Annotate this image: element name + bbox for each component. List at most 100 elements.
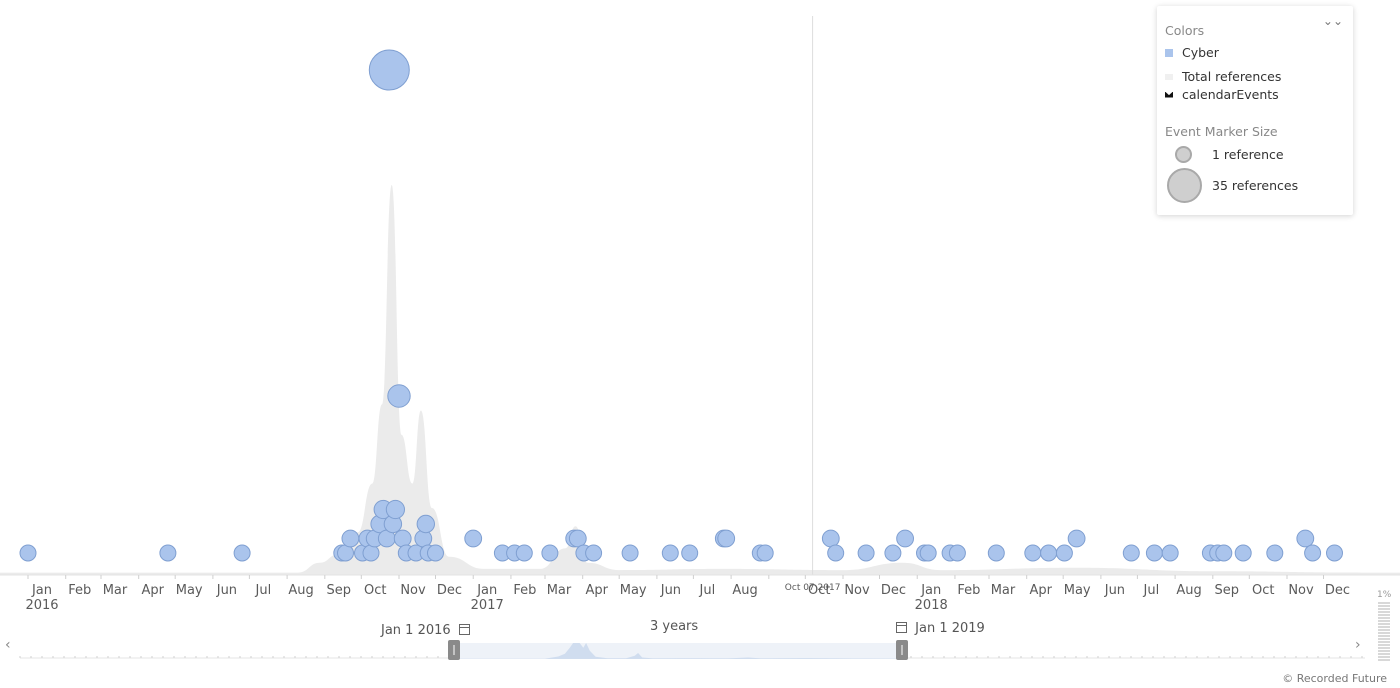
coverage-bar xyxy=(1378,638,1390,640)
x-tick-label-month: Dec xyxy=(437,583,462,598)
cyber-event-marker[interactable] xyxy=(1304,544,1322,562)
x-tick-label-month: Apr xyxy=(1029,583,1052,598)
legend-colors-heading: Colors xyxy=(1165,23,1205,38)
coverage-bars xyxy=(1378,602,1390,661)
x-tick-label-year: 2016 xyxy=(25,598,58,613)
navigator-span-label: 3 years xyxy=(650,619,699,634)
coverage-bar xyxy=(1378,650,1390,652)
legend-item-cyber[interactable]: Cyber xyxy=(1165,45,1219,60)
cyber-event-marker[interactable] xyxy=(681,544,699,562)
cyber-event-marker[interactable] xyxy=(541,544,559,562)
legend-panel: ⌄⌄ Colors Cyber Total references calenda… xyxy=(1157,6,1353,215)
coverage-bar xyxy=(1378,626,1390,628)
cyber-event-marker[interactable] xyxy=(717,529,736,548)
cyber-event-marker[interactable] xyxy=(1122,544,1140,562)
double-chevron-down-icon[interactable]: ⌄⌄ xyxy=(1322,14,1343,28)
cyber-event-marker[interactable] xyxy=(756,544,774,562)
cyber-event-marker[interactable] xyxy=(385,499,405,520)
cyber-event-marker[interactable] xyxy=(393,529,412,548)
cyber-event-marker[interactable] xyxy=(19,544,37,562)
x-tick-label-year: 2017 xyxy=(471,598,504,613)
navigator-end-label[interactable]: Jan 1 2019 xyxy=(896,621,985,636)
coverage-bar xyxy=(1378,641,1390,643)
legend-item-total-references[interactable]: Total references xyxy=(1165,69,1281,84)
navigator-selection[interactable] xyxy=(454,643,902,659)
square-swatch-icon xyxy=(1165,48,1173,57)
cyber-event-marker[interactable] xyxy=(1161,544,1179,562)
coverage-bar xyxy=(1378,659,1390,661)
cyber-event-marker[interactable] xyxy=(233,544,251,562)
x-tick-label-month: Nov xyxy=(1288,583,1314,598)
x-tick-label-year: 2018 xyxy=(915,598,948,613)
cyber-event-marker[interactable] xyxy=(568,529,587,548)
cyber-event-marker[interactable] xyxy=(159,544,177,562)
legend-item-calendar-events[interactable]: calendarEvents xyxy=(1165,87,1279,102)
cyber-event-marker[interactable] xyxy=(337,544,354,562)
cyber-event-marker[interactable] xyxy=(661,544,679,562)
cyber-event-marker[interactable] xyxy=(1024,544,1042,562)
x-tick-label-month: Oct xyxy=(364,583,386,598)
coverage-bar xyxy=(1378,629,1390,631)
legend-item-label: Total references xyxy=(1182,69,1282,84)
cyber-event-marker[interactable] xyxy=(1055,544,1073,562)
cyber-event-marker[interactable] xyxy=(515,544,533,562)
x-tick-label-month: Oct xyxy=(808,583,830,598)
cyber-event-marker[interactable] xyxy=(585,544,603,562)
x-tick-label-month: May xyxy=(176,583,203,598)
cyber-event-marker[interactable] xyxy=(1326,544,1343,562)
cyber-event-marker[interactable] xyxy=(827,544,845,562)
cyber-event-markers[interactable] xyxy=(19,49,1343,562)
cyber-event-marker[interactable] xyxy=(948,544,966,562)
cyber-event-marker[interactable] xyxy=(987,544,1005,562)
scroll-right-arrow[interactable]: › xyxy=(1355,637,1361,653)
x-tick-label-month: Sep xyxy=(1215,583,1240,598)
scroll-left-arrow[interactable]: ‹ xyxy=(5,637,11,653)
cyber-event-marker[interactable] xyxy=(1145,544,1163,562)
cyber-event-marker[interactable] xyxy=(621,544,639,562)
x-tick-label-month: Dec xyxy=(1325,583,1350,598)
legend-item-label: Cyber xyxy=(1182,45,1219,60)
x-tick-label-month: May xyxy=(620,583,647,598)
x-tick-label-month: Mar xyxy=(103,583,128,598)
coverage-percent-label: 1% xyxy=(1377,590,1392,600)
x-tick-label-month: Jan xyxy=(31,583,52,598)
x-tick-label-month: Jul xyxy=(699,583,716,598)
cyber-event-marker[interactable] xyxy=(884,544,902,562)
cyber-event-marker[interactable] xyxy=(362,544,380,562)
cyber-event-marker[interactable] xyxy=(919,544,937,562)
cyber-event-marker[interactable] xyxy=(896,529,914,548)
cyber-event-marker[interactable] xyxy=(1266,544,1284,562)
start-date-text: Jan 1 2016 xyxy=(381,623,451,638)
x-tick-label-month: Sep xyxy=(327,583,352,598)
cyber-event-marker[interactable] xyxy=(427,544,444,562)
cyber-event-marker[interactable] xyxy=(368,49,410,91)
coverage-bar xyxy=(1378,623,1390,625)
legend-size-heading: Event Marker Size xyxy=(1165,124,1278,139)
cyber-event-marker[interactable] xyxy=(1234,544,1252,562)
cyber-event-marker[interactable] xyxy=(1215,544,1233,562)
calendar-icon[interactable] xyxy=(896,622,907,633)
coverage-bar xyxy=(1378,635,1390,637)
cyber-event-marker[interactable] xyxy=(1296,529,1315,548)
x-tick-label-month: Jun xyxy=(1104,583,1125,598)
coverage-bar xyxy=(1378,614,1390,616)
cyber-event-marker[interactable] xyxy=(821,529,840,548)
x-tick-label-month: Feb xyxy=(957,583,980,598)
cyber-event-marker[interactable] xyxy=(857,544,875,562)
x-tick-label-month: Mar xyxy=(991,583,1016,598)
legend-size-small: 1 reference xyxy=(1175,146,1284,163)
x-tick-label-month: Aug xyxy=(1176,583,1201,598)
coverage-bar xyxy=(1378,632,1390,634)
x-tick-label-month: Mar xyxy=(547,583,572,598)
navigator-start-label[interactable]: Jan 1 2016 xyxy=(381,623,470,638)
cyber-event-marker[interactable] xyxy=(416,514,435,534)
cyber-event-marker[interactable] xyxy=(1067,529,1086,548)
cyber-event-marker[interactable] xyxy=(341,529,360,548)
cyber-event-marker[interactable] xyxy=(387,384,411,408)
x-tick-label-month: Jun xyxy=(216,583,237,598)
end-date-text: Jan 1 2019 xyxy=(915,621,985,636)
cyber-event-marker[interactable] xyxy=(464,529,483,548)
cyber-event-marker[interactable] xyxy=(1040,544,1058,562)
calendar-icon[interactable] xyxy=(458,624,470,635)
